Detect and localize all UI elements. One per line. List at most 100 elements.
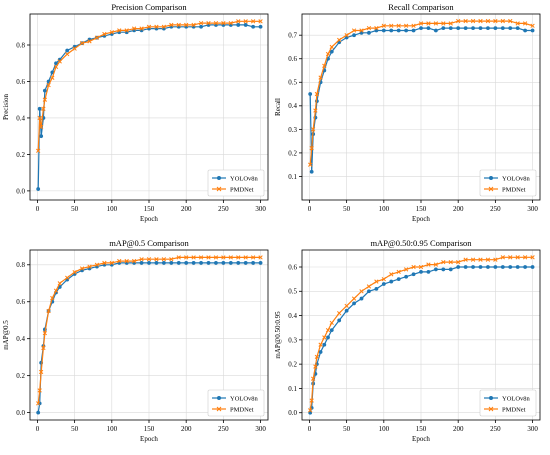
data-point	[243, 261, 248, 265]
data-point	[39, 134, 44, 139]
data-point	[94, 35, 100, 40]
data-point	[374, 279, 379, 284]
data-point	[522, 255, 528, 260]
data-point	[213, 20, 219, 26]
data-point	[243, 255, 248, 260]
data-point	[322, 63, 327, 68]
data-point	[396, 269, 401, 275]
data-point	[337, 37, 342, 43]
y-tick-label: 0.2	[288, 149, 297, 157]
y-tick-label: 0.4	[16, 114, 25, 122]
data-point	[411, 272, 416, 277]
data-point	[36, 148, 41, 153]
data-point	[236, 261, 241, 265]
data-point	[147, 261, 151, 265]
data-point	[309, 398, 314, 403]
data-point	[250, 255, 256, 260]
x-tick-label: 300	[255, 205, 266, 213]
data-point	[318, 342, 323, 347]
data-point	[374, 286, 379, 291]
data-point	[46, 308, 51, 314]
legend-marker	[488, 406, 494, 412]
data-point	[50, 75, 55, 80]
data-point	[478, 26, 483, 31]
data-point	[322, 335, 327, 340]
data-point	[366, 25, 372, 31]
data-point	[351, 28, 357, 33]
data-point	[221, 255, 226, 260]
data-point	[42, 97, 48, 102]
data-point	[508, 265, 513, 269]
data-point	[485, 257, 491, 262]
legend-marker	[488, 186, 494, 192]
x-tick-label: 50	[343, 205, 351, 213]
x-tick-label: 300	[255, 425, 266, 433]
data-point	[478, 257, 483, 262]
data-point	[486, 26, 490, 31]
y-tick-label: 0.6	[16, 78, 25, 86]
data-point	[161, 261, 166, 265]
data-point	[522, 21, 528, 26]
data-point	[367, 30, 371, 35]
data-point	[523, 265, 528, 269]
data-point	[389, 23, 394, 28]
y-tick-label: 0.1	[288, 173, 297, 181]
data-point	[493, 26, 498, 31]
data-point	[325, 51, 331, 57]
data-point	[419, 269, 423, 274]
data-point	[441, 26, 446, 31]
data-point	[228, 255, 233, 260]
data-point	[65, 48, 70, 53]
legend-label: YOLOv8n	[230, 176, 259, 183]
chart-title: mAP@0.50:0.95 Comparison	[370, 238, 472, 248]
data-point	[485, 18, 491, 24]
data-point	[433, 21, 439, 26]
legend-label: YOLOv8n	[502, 176, 531, 183]
data-point	[308, 162, 313, 167]
data-point	[41, 345, 46, 351]
data-point	[214, 261, 218, 265]
data-point	[418, 21, 424, 26]
data-point	[191, 22, 196, 28]
y-tick-label: 0.3	[288, 336, 297, 344]
y-tick-label: 0.3	[288, 126, 297, 134]
x-tick-label: 250	[490, 425, 501, 433]
data-point	[329, 44, 334, 50]
data-point	[37, 388, 42, 393]
data-point	[228, 20, 233, 26]
data-point	[448, 26, 453, 31]
legend-marker	[217, 176, 221, 180]
data-point	[124, 258, 129, 264]
data-point	[433, 262, 439, 267]
data-point	[117, 28, 122, 33]
data-point	[46, 82, 51, 88]
data-point	[426, 269, 431, 274]
legend-label: PMDNet	[230, 407, 254, 414]
data-point	[478, 18, 483, 24]
chart-title: Precision Comparison	[111, 2, 187, 12]
data-point	[37, 106, 42, 111]
data-point	[251, 24, 256, 29]
data-point	[418, 264, 424, 270]
data-point	[337, 318, 342, 323]
chart-panel-4: 0 50 100 150 200 250 300 0.0 0.1 0.2 0.3 0.4 0.5 0.6 m…	[274, 238, 541, 443]
data-point	[478, 265, 483, 269]
x-tick-label: 0	[308, 425, 312, 433]
data-point	[57, 59, 62, 64]
legend-label: YOLOv8n	[230, 396, 259, 403]
data-point	[308, 408, 313, 413]
legend-label: PMDNet	[502, 187, 526, 194]
x-tick-label: 200	[453, 205, 464, 213]
data-point	[191, 255, 196, 260]
data-point	[523, 28, 528, 33]
x-tick-label: 100	[107, 205, 118, 213]
data-point	[146, 24, 152, 29]
data-point	[456, 26, 461, 31]
chart-title: mAP@0.5 Comparison	[109, 238, 189, 248]
series-line-1	[37, 24, 261, 190]
x-tick-label: 150	[144, 425, 155, 433]
data-point	[530, 255, 535, 260]
data-point	[251, 261, 256, 265]
data-point	[403, 23, 409, 28]
data-point	[146, 257, 152, 262]
